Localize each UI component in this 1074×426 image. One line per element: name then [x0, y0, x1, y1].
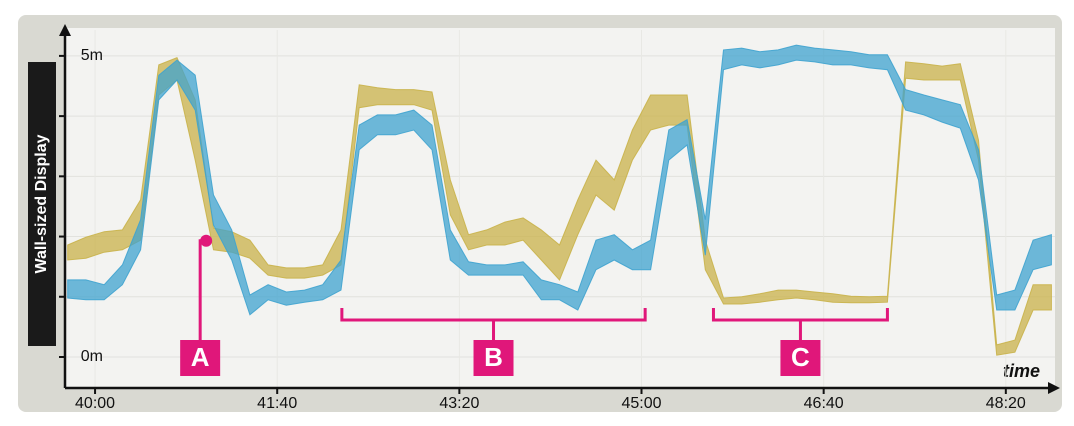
x-axis-arrow [1048, 382, 1060, 394]
x-tick-label: 43:20 [439, 395, 479, 412]
plot-background [65, 28, 1055, 388]
y-axis-label: Wall-sized Display [33, 134, 50, 273]
bands [67, 44, 1052, 356]
annotation-label: B [484, 342, 503, 372]
annotation-box [780, 340, 821, 376]
annotation-label: A [191, 342, 210, 372]
y-axis-label-box [28, 62, 56, 346]
x-tick-label: 48:20 [986, 395, 1026, 412]
y-tick-label: 0m [81, 348, 103, 365]
axes: 0m 5m 40:00 41:40 43:20 45:00 46:40 48:20 [59, 24, 1060, 412]
x-axis-label: time [1003, 361, 1040, 381]
pointer-dot [200, 234, 213, 247]
annotation-box [180, 340, 221, 376]
y-axis-arrow [59, 24, 71, 36]
x-tick-label: 41:40 [257, 395, 297, 412]
bracket [340, 308, 647, 340]
annotations: A B C [180, 234, 889, 376]
annotation-label: C [791, 342, 810, 372]
annotation-box [473, 340, 514, 376]
band [67, 44, 1052, 316]
bracket [711, 308, 889, 340]
y-tick-label: 5m [81, 47, 103, 64]
x-tick-label: 45:00 [621, 395, 661, 412]
x-tick-label: 40:00 [75, 395, 115, 412]
x-tick-label: 46:40 [804, 395, 844, 412]
